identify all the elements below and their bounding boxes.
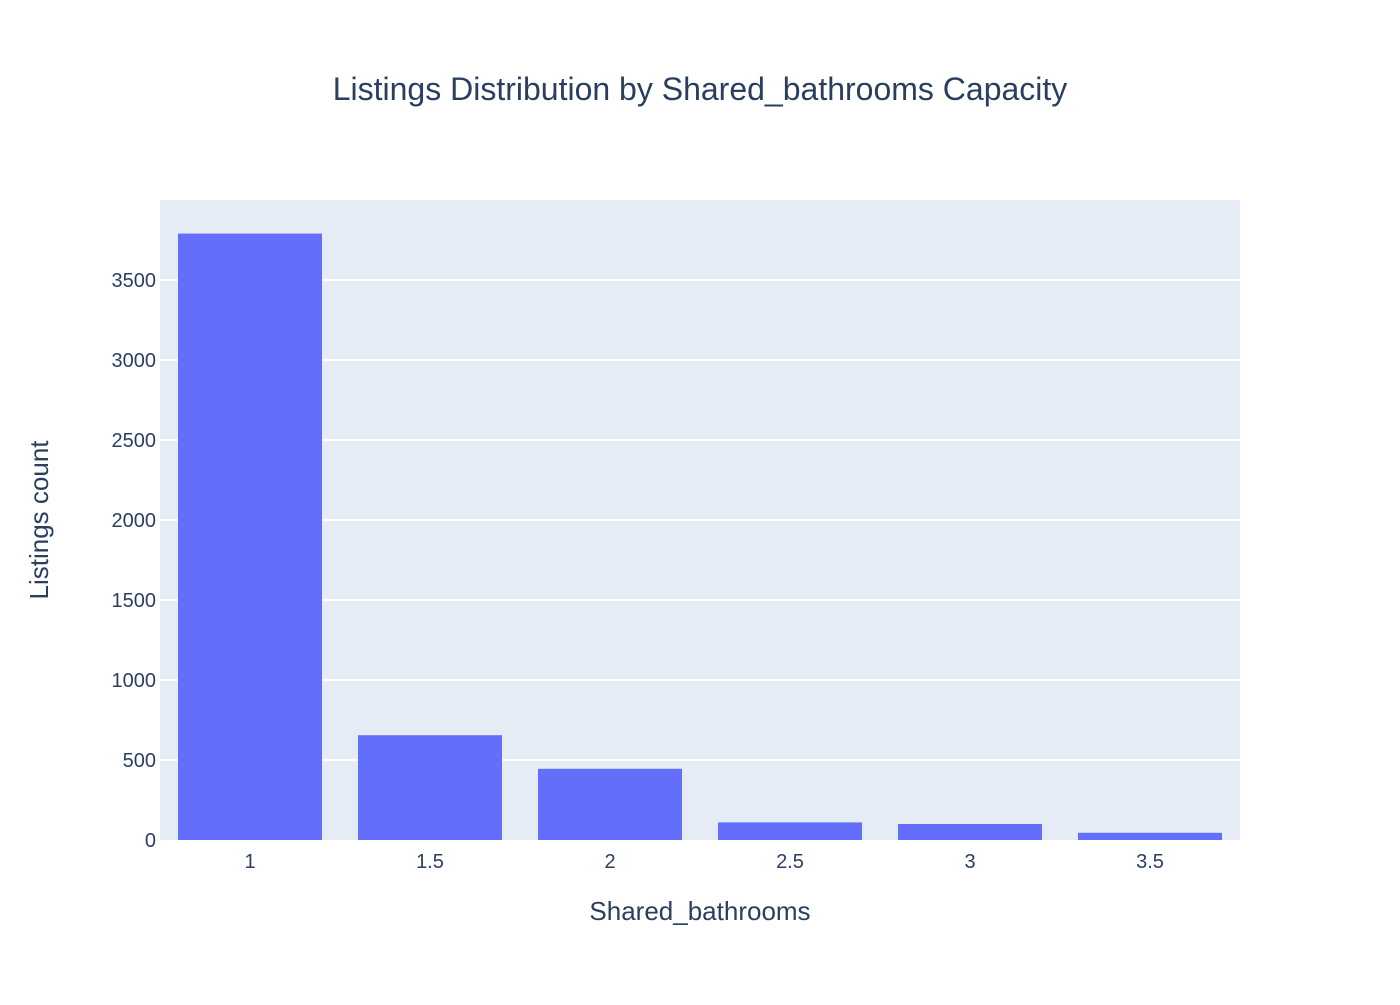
x-tick-label: 2	[604, 851, 615, 873]
gridlines	[160, 279, 1240, 761]
bar-1-5[interactable]	[358, 735, 502, 840]
y-tick-label: 500	[123, 750, 156, 772]
y-tick-label: 3000	[112, 350, 157, 372]
chart-title: Listings Distribution by Shared_bathroom…	[333, 71, 1068, 107]
y-tick-label: 0	[145, 830, 156, 852]
x-axis-ticks: 1 1.5 2 2.5 3 3.5	[244, 851, 1163, 873]
x-axis-title: Shared_bathrooms	[589, 896, 810, 926]
x-tick-label: 1	[244, 851, 255, 873]
bar-3[interactable]	[898, 824, 1042, 840]
bars	[178, 233, 1222, 841]
y-tick-label: 2500	[112, 430, 157, 452]
x-tick-label: 3	[964, 851, 975, 873]
bar-1[interactable]	[178, 233, 322, 841]
bar-2[interactable]	[538, 768, 682, 840]
x-tick-label: 2.5	[776, 851, 804, 873]
y-axis-title: Listings count	[24, 440, 54, 600]
bar-2-5[interactable]	[718, 822, 862, 840]
x-tick-label: 1.5	[416, 851, 444, 873]
y-tick-label: 3500	[112, 270, 157, 292]
y-tick-label: 1000	[112, 670, 157, 692]
y-axis-ticks: 0 500 1000 1500 2000 2500 3000 3500	[112, 270, 157, 852]
y-tick-label: 1500	[112, 590, 157, 612]
y-tick-label: 2000	[112, 510, 157, 532]
bar-3-5[interactable]	[1078, 832, 1222, 840]
x-tick-label: 3.5	[1136, 851, 1164, 873]
